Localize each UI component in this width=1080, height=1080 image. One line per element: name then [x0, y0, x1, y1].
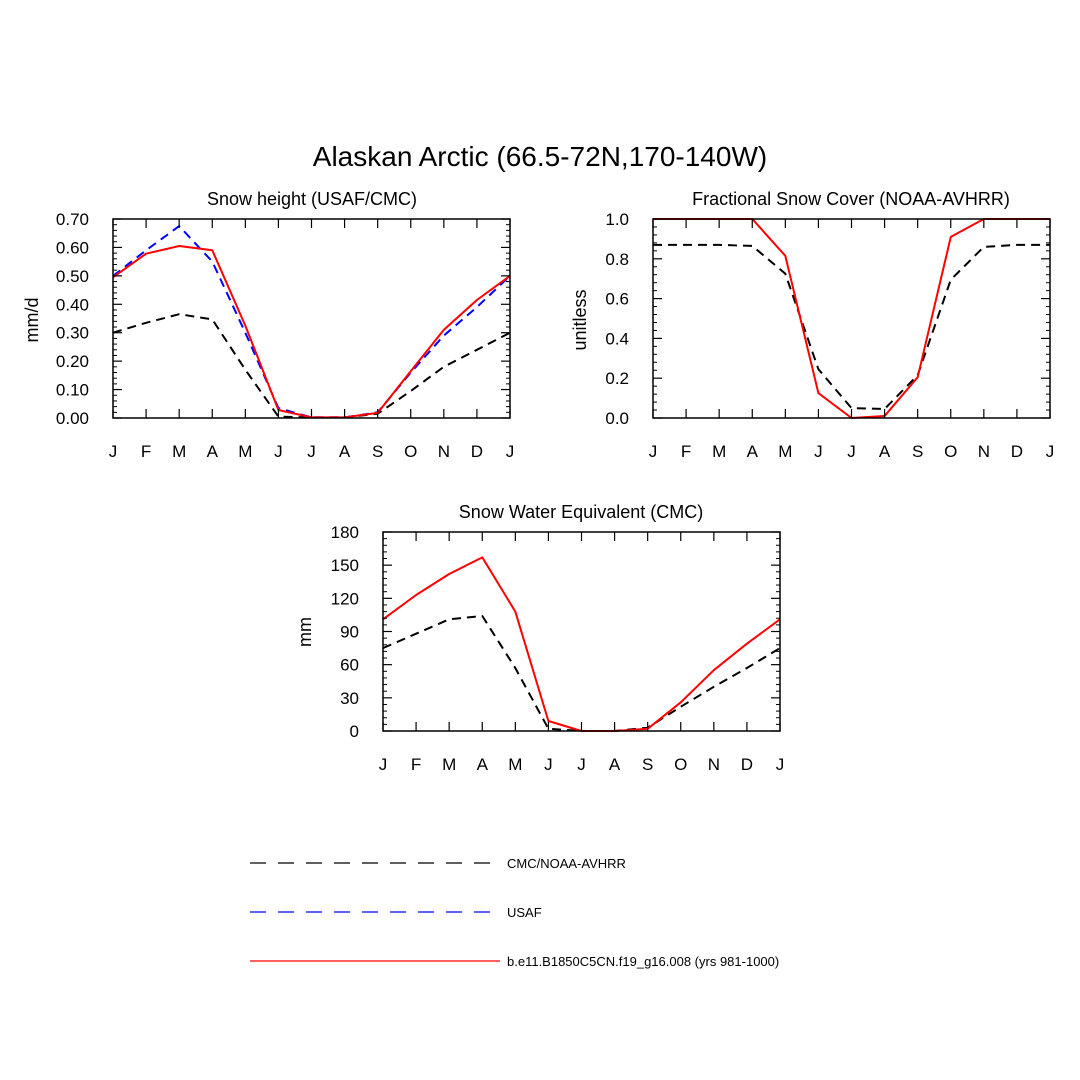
- y-tick-label-swe: 60: [340, 656, 359, 675]
- x-tick-label-snow-cover: J: [649, 442, 658, 461]
- series-line-snow-height-model: [112, 245, 511, 419]
- y-tick-label-swe: 0: [350, 722, 359, 741]
- figure-title: Alaskan Arctic (66.5-72N,170-140W): [313, 141, 767, 172]
- x-tick-label-snow-cover: F: [681, 442, 691, 461]
- x-tick-label-snow-cover: D: [1011, 442, 1023, 461]
- x-tick-label-snow-height: J: [109, 442, 118, 461]
- y-tick-label-snow-cover: 0.4: [605, 329, 629, 348]
- x-tick-label-swe: M: [508, 755, 522, 774]
- plot-frame-snow-cover: [652, 218, 1051, 419]
- x-tick-label-snow-height: D: [471, 442, 483, 461]
- x-tick-label-swe: J: [544, 755, 553, 774]
- x-tick-label-swe: F: [411, 755, 421, 774]
- x-tick-label-snow-height: N: [438, 442, 450, 461]
- plot-area-snow-cover: J F M A M J J A S O N D J0.00.20.40.60.81.0: [605, 210, 1054, 461]
- x-tick-label-swe: J: [379, 755, 388, 774]
- x-tick-label-snow-cover: A: [879, 442, 891, 461]
- x-tick-label-snow-height: M: [172, 442, 186, 461]
- series-line-snow-cover-model: [653, 218, 1050, 419]
- x-tick-label-swe: A: [477, 755, 489, 774]
- series-line-snow-height-usaf: [112, 225, 511, 419]
- plot-frame-snow-height: [112, 218, 511, 419]
- x-tick-label-snow-height: F: [141, 442, 151, 461]
- panel-title-snow-height: Snow height (USAF/CMC): [207, 189, 417, 209]
- x-tick-label-swe: M: [442, 755, 456, 774]
- x-tick-label-snow-cover: M: [778, 442, 792, 461]
- y-tick-label-snow-height: 0.40: [56, 295, 89, 314]
- x-tick-label-swe: J: [577, 755, 586, 774]
- y-tick-label-swe: 180: [331, 523, 359, 542]
- plot-frame-swe: [382, 531, 781, 732]
- x-tick-label-snow-height: S: [372, 442, 383, 461]
- series-line-swe-obs: [382, 615, 781, 732]
- y-tick-label-snow-cover: 0.8: [605, 250, 629, 269]
- legend-label-model: b.e11.B1850C5CN.f19_g16.008 (yrs 981-100…: [507, 954, 779, 969]
- x-tick-label-snow-height: A: [207, 442, 219, 461]
- y-tick-label-snow-height: 0.50: [56, 267, 89, 286]
- x-tick-label-snow-cover: M: [712, 442, 726, 461]
- x-tick-label-swe: D: [741, 755, 753, 774]
- ylabel-snow-cover: unitless: [570, 289, 590, 350]
- ylabel-snow-height: mm/d: [22, 298, 42, 343]
- x-tick-label-swe: J: [776, 755, 785, 774]
- x-tick-label-snow-height: M: [238, 442, 252, 461]
- y-tick-label-snow-cover: 0.6: [605, 290, 629, 309]
- y-tick-label-snow-cover: 0.2: [605, 369, 629, 388]
- x-tick-label-snow-cover: O: [944, 442, 957, 461]
- y-tick-label-snow-height: 0.60: [56, 238, 89, 257]
- x-tick-label-snow-cover: J: [1046, 442, 1055, 461]
- series-line-snow-height-obs: [112, 313, 511, 419]
- panel-title-swe: Snow Water Equivalent (CMC): [459, 502, 703, 522]
- x-tick-label-snow-cover: A: [747, 442, 759, 461]
- x-tick-label-swe: O: [674, 755, 687, 774]
- x-tick-label-snow-height: J: [307, 442, 316, 461]
- y-tick-label-snow-height: 0.10: [56, 381, 89, 400]
- x-tick-label-snow-cover: S: [912, 442, 923, 461]
- y-tick-label-snow-height: 0.00: [56, 409, 89, 428]
- y-tick-label-swe: 30: [340, 689, 359, 708]
- plot-area-snow-height: J F M A M J J A S O N D J0.000.100.200.300.400.500.6…: [56, 210, 514, 461]
- x-tick-label-swe: S: [642, 755, 653, 774]
- y-tick-label-swe: 120: [331, 589, 359, 608]
- series-line-snow-cover-obs: [653, 243, 1050, 410]
- y-tick-label-swe: 150: [331, 556, 359, 575]
- y-tick-label-swe: 90: [340, 623, 359, 642]
- legend: CMC/NOAA-AVHRR USAF b.e11.B1850C5CN.f19_…: [250, 856, 779, 969]
- y-tick-label-snow-cover: 0.0: [605, 409, 629, 428]
- y-tick-label-snow-height: 0.30: [56, 324, 89, 343]
- series-line-swe-model: [382, 556, 781, 732]
- legend-label-obs: CMC/NOAA-AVHRR: [507, 856, 626, 871]
- legend-label-usaf: USAF: [507, 905, 542, 920]
- panel-snow-cover: Fractional Snow Cover (NOAA-AVHRR) unitl…: [570, 189, 1054, 461]
- x-tick-label-snow-height: J: [506, 442, 515, 461]
- x-tick-label-snow-height: A: [339, 442, 351, 461]
- panel-title-snow-cover: Fractional Snow Cover (NOAA-AVHRR): [692, 189, 1010, 209]
- x-tick-label-swe: N: [708, 755, 720, 774]
- ylabel-swe: mm: [295, 617, 315, 647]
- x-tick-label-snow-height: J: [274, 442, 283, 461]
- y-tick-label-snow-cover: 1.0: [605, 210, 629, 229]
- x-tick-label-snow-cover: N: [978, 442, 990, 461]
- x-tick-label-snow-cover: J: [847, 442, 856, 461]
- y-tick-label-snow-height: 0.70: [56, 210, 89, 229]
- y-tick-label-snow-height: 0.20: [56, 352, 89, 371]
- x-tick-label-swe: A: [609, 755, 621, 774]
- x-tick-label-snow-height: O: [404, 442, 417, 461]
- x-tick-label-snow-cover: J: [814, 442, 823, 461]
